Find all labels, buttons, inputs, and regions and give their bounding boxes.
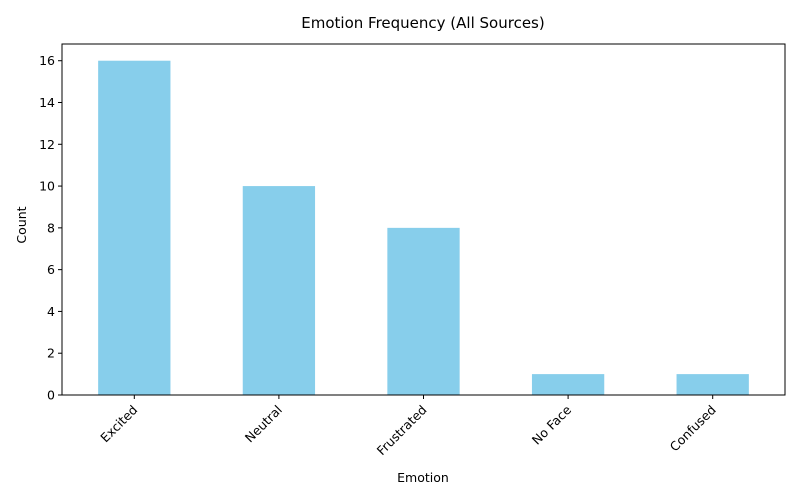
- y-tick-label: 0: [47, 388, 55, 403]
- bar-confused: [676, 374, 749, 395]
- chart-title: Emotion Frequency (All Sources): [301, 14, 544, 32]
- y-tick-label: 6: [47, 262, 55, 277]
- x-axis-label: Emotion: [397, 470, 449, 485]
- x-tick-label: No Face: [529, 402, 575, 448]
- x-tick-label: Frustrated: [374, 402, 430, 458]
- y-tick-label: 16: [39, 53, 55, 68]
- axes-frame: [61, 43, 786, 396]
- y-tick-label: 8: [47, 220, 55, 235]
- y-tick-label: 14: [39, 95, 55, 110]
- x-tick-label: Excited: [97, 402, 140, 445]
- bar-no-face: [531, 374, 605, 395]
- y-axis-label: Count: [14, 206, 29, 243]
- x-tick-label: Neutral: [242, 402, 285, 445]
- bars-group: [98, 60, 749, 395]
- y-axis-ticks: 0 2 4 6 8 10 12 14 16: [39, 53, 62, 403]
- y-tick-label: 2: [47, 346, 55, 361]
- plot-area-border: [61, 43, 786, 396]
- bar-neutral: [242, 186, 316, 395]
- x-axis-ticks: Excited Neutral Frustrated No Face Confused: [97, 395, 719, 458]
- x-tick-label: Confused: [667, 402, 719, 454]
- y-tick-label: 12: [39, 137, 55, 152]
- y-tick-label: 10: [39, 179, 55, 194]
- y-tick-label: 4: [47, 304, 55, 319]
- bar-excited: [98, 60, 171, 395]
- bar-frustrated: [387, 227, 460, 395]
